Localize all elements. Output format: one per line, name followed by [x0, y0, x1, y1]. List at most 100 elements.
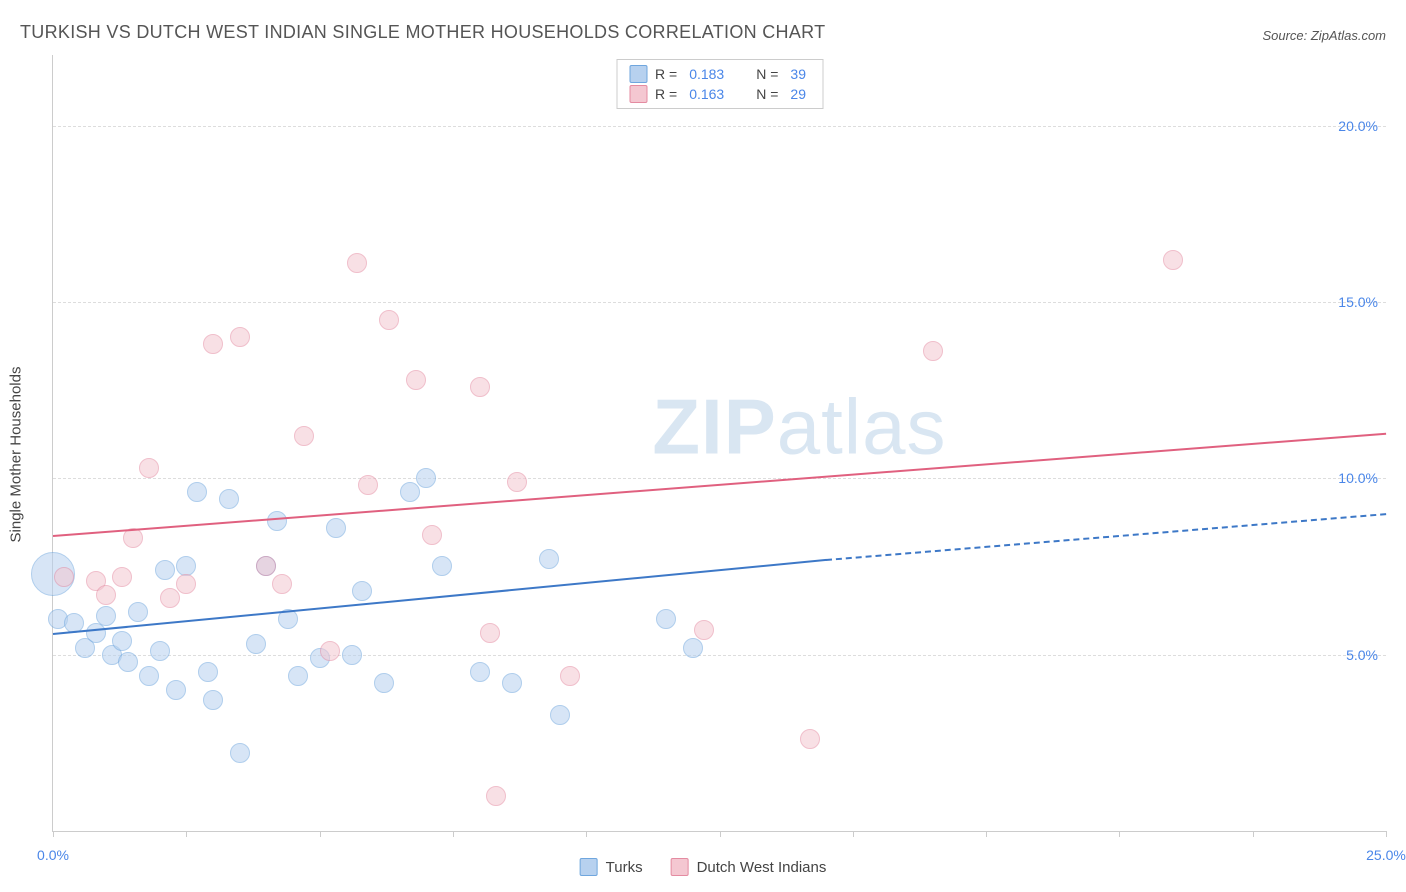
x-tick: [586, 831, 587, 837]
scatter-point: [416, 468, 436, 488]
x-tick: [53, 831, 54, 837]
x-tick: [1119, 831, 1120, 837]
scatter-point: [230, 743, 250, 763]
scatter-point: [560, 666, 580, 686]
y-tick-label: 15.0%: [1338, 294, 1378, 310]
scatter-point: [112, 631, 132, 651]
scatter-point: [96, 585, 116, 605]
x-tick-label: 0.0%: [37, 847, 69, 863]
legend-swatch: [671, 858, 689, 876]
scatter-point: [198, 662, 218, 682]
legend-label: Dutch West Indians: [697, 859, 827, 876]
scatter-point: [683, 638, 703, 658]
grid-line: [53, 655, 1386, 656]
scatter-point: [923, 341, 943, 361]
scatter-point: [486, 786, 506, 806]
legend-r-label: R =: [655, 66, 677, 82]
legend-swatch: [629, 65, 647, 83]
legend-n-value: 39: [786, 66, 810, 82]
x-tick: [986, 831, 987, 837]
scatter-point: [272, 574, 292, 594]
y-tick-label: 10.0%: [1338, 470, 1378, 486]
y-tick-label: 5.0%: [1346, 647, 1378, 663]
scatter-point: [320, 641, 340, 661]
scatter-point: [288, 666, 308, 686]
scatter-point: [139, 458, 159, 478]
scatter-point: [246, 634, 266, 654]
x-tick: [453, 831, 454, 837]
scatter-point: [550, 705, 570, 725]
legend-r-value: 0.163: [685, 86, 728, 102]
scatter-point: [480, 623, 500, 643]
scatter-point: [166, 680, 186, 700]
legend-swatch: [629, 85, 647, 103]
source-label: Source: ZipAtlas.com: [1262, 28, 1386, 43]
scatter-point: [230, 327, 250, 347]
scatter-point: [502, 673, 522, 693]
scatter-point: [256, 556, 276, 576]
legend-n-value: 29: [786, 86, 810, 102]
x-tick: [186, 831, 187, 837]
scatter-point: [86, 623, 106, 643]
scatter-point: [160, 588, 180, 608]
scatter-point: [54, 567, 74, 587]
scatter-point: [800, 729, 820, 749]
scatter-point: [507, 472, 527, 492]
scatter-point: [139, 666, 159, 686]
plot-area: ZIPatlas R = 0.183 N = 39 R = 0.163 N = 29 5.0%…: [52, 55, 1386, 832]
scatter-point: [374, 673, 394, 693]
x-tick-label: 25.0%: [1366, 847, 1406, 863]
legend-r-value: 0.183: [685, 66, 728, 82]
legend-swatch: [580, 858, 598, 876]
scatter-point: [267, 511, 287, 531]
x-tick: [320, 831, 321, 837]
scatter-point: [352, 581, 372, 601]
legend-n-label: N =: [756, 66, 778, 82]
scatter-point: [379, 310, 399, 330]
scatter-point: [326, 518, 346, 538]
scatter-point: [155, 560, 175, 580]
scatter-point: [176, 574, 196, 594]
scatter-point: [432, 556, 452, 576]
watermark: ZIPatlas: [652, 382, 946, 473]
scatter-point: [470, 377, 490, 397]
scatter-point: [219, 489, 239, 509]
y-tick-label: 20.0%: [1338, 118, 1378, 134]
scatter-point: [203, 690, 223, 710]
scatter-point: [128, 602, 148, 622]
chart-title: TURKISH VS DUTCH WEST INDIAN SINGLE MOTH…: [20, 22, 825, 43]
y-axis-title: Single Mother Households: [8, 367, 25, 543]
legend-row: R = 0.183 N = 39: [629, 64, 810, 84]
x-tick: [853, 831, 854, 837]
legend-item: Dutch West Indians: [671, 858, 827, 876]
trend-line-dashed: [826, 514, 1386, 562]
watermark-light: atlas: [777, 383, 947, 471]
legend-row: R = 0.163 N = 29: [629, 84, 810, 104]
grid-line: [53, 478, 1386, 479]
grid-line: [53, 126, 1386, 127]
scatter-point: [118, 652, 138, 672]
legend-r-label: R =: [655, 86, 677, 102]
legend-item: Turks: [580, 858, 643, 876]
x-tick: [1386, 831, 1387, 837]
watermark-bold: ZIP: [652, 383, 776, 471]
scatter-point: [342, 645, 362, 665]
scatter-point: [470, 662, 490, 682]
x-tick: [720, 831, 721, 837]
legend-n-label: N =: [756, 86, 778, 102]
correlation-legend: R = 0.183 N = 39 R = 0.163 N = 29: [616, 59, 823, 109]
scatter-point: [187, 482, 207, 502]
scatter-point: [96, 606, 116, 626]
scatter-point: [656, 609, 676, 629]
scatter-point: [422, 525, 442, 545]
grid-line: [53, 302, 1386, 303]
scatter-point: [1163, 250, 1183, 270]
series-legend: Turks Dutch West Indians: [580, 858, 827, 876]
scatter-point: [150, 641, 170, 661]
scatter-point: [112, 567, 132, 587]
scatter-point: [400, 482, 420, 502]
trend-line: [53, 432, 1386, 536]
scatter-point: [203, 334, 223, 354]
legend-label: Turks: [606, 859, 643, 876]
x-tick: [1253, 831, 1254, 837]
